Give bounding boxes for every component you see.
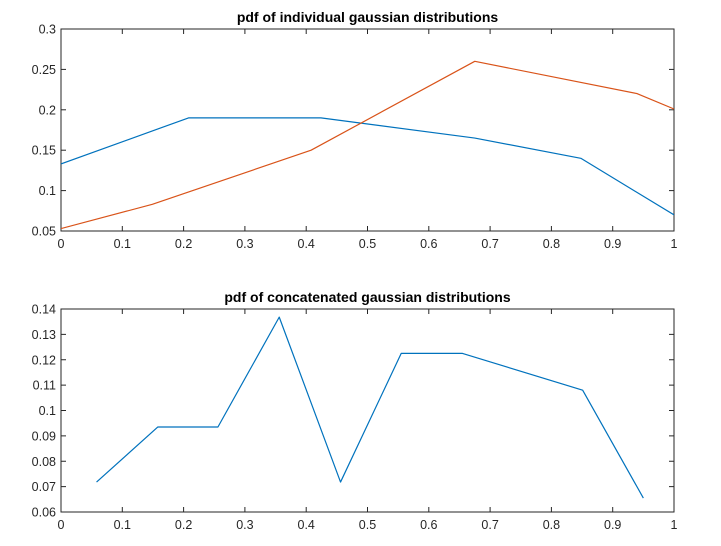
x-tick-label: 0.8 [543,518,560,532]
x-tick-label: 0.7 [481,237,498,251]
y-tick-label: 0.13 [32,328,56,342]
y-tick-label: 0.25 [32,63,56,77]
x-tick-label: 0.7 [481,518,498,532]
y-tick-label: 0.05 [32,225,56,239]
series-line-2 [61,60,674,230]
x-tick-label: 0.1 [114,237,131,251]
plot-area [60,28,675,232]
chart-title: pdf of concatenated gaussian distributio… [224,289,510,305]
y-tick-label: 0.11 [33,379,56,393]
x-tick-label: 0.5 [359,237,376,251]
y-tick-label: 0.1 [39,404,56,418]
chart-2: pdf of concatenated gaussian distributio… [32,289,678,532]
plot-area [60,308,675,513]
x-tick-label: 0 [58,518,65,532]
series-line-1 [96,316,644,499]
y-tick-label: 0.1 [39,184,56,198]
y-tick-label: 0.07 [32,480,56,494]
series-line-1 [61,117,674,216]
x-tick-label: 0.4 [298,237,315,251]
x-tick-label: 0.3 [236,237,253,251]
y-tick-label: 0.06 [32,506,56,520]
x-tick-label: 0.9 [604,518,621,532]
x-tick-label: 0.6 [420,237,437,251]
x-tick-label: 0.9 [604,237,621,251]
x-tick-label: 0 [58,237,65,251]
y-tick-label: 0.08 [32,455,56,469]
chart-title: pdf of individual gaussian distributions [237,9,499,25]
y-tick-label: 0.3 [39,23,56,37]
chart-1: pdf of individual gaussian distributions… [32,9,678,251]
x-tick-label: 0.8 [543,237,560,251]
x-tick-label: 1 [671,518,678,532]
y-tick-label: 0.14 [32,303,56,317]
x-tick-label: 0.2 [175,518,192,532]
x-tick-label: 0.4 [298,518,315,532]
y-tick-label: 0.2 [39,103,56,117]
x-tick-label: 0.3 [236,518,253,532]
x-tick-label: 0.5 [359,518,376,532]
x-tick-label: 0.2 [175,237,192,251]
y-tick-label: 0.09 [32,429,56,443]
x-tick-label: 0.1 [114,518,131,532]
y-tick-label: 0.12 [32,353,56,367]
x-tick-label: 0.6 [420,518,437,532]
y-tick-label: 0.15 [32,144,56,158]
x-tick-label: 1 [671,237,678,251]
